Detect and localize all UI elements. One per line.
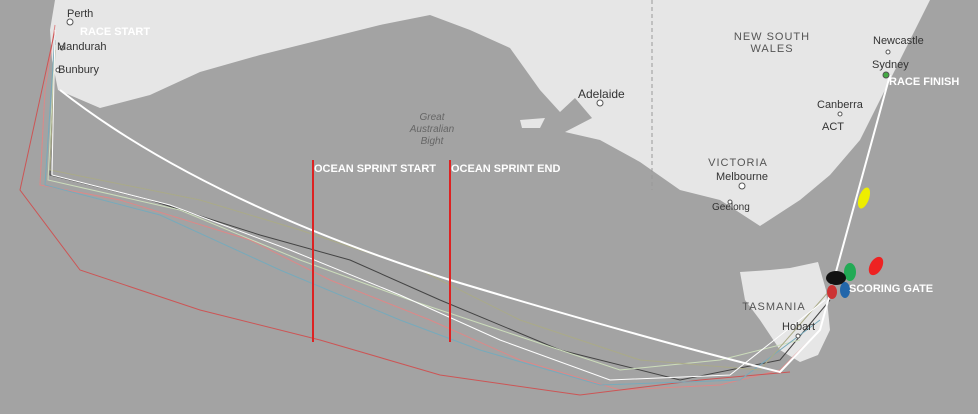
city-label: Adelaide [578, 87, 625, 101]
city-label: Perth [67, 8, 93, 20]
land [50, 0, 930, 362]
sprint-end-label: OCEAN SPRINT END [451, 163, 560, 175]
city-label: Canberra [817, 99, 864, 111]
region-label: WALES [750, 43, 793, 55]
race-finish-label: RACE FINISH [889, 76, 959, 88]
city-label: Geelong [712, 202, 750, 213]
city-label: Melbourne [716, 171, 768, 183]
water-label: Great [419, 112, 445, 123]
sprint-start-label: OCEAN SPRINT START [314, 163, 436, 175]
water-label: Bight [421, 136, 445, 147]
water-label: Australian [409, 124, 455, 135]
region-label: TASMANIA [742, 301, 805, 313]
region-label: VICTORIA [708, 157, 768, 169]
boats [826, 187, 884, 299]
city-label: ACT [822, 121, 844, 133]
city-label: Mandurah [57, 41, 107, 53]
city-label: Sydney [872, 59, 909, 71]
city-label: Newcastle [873, 35, 924, 47]
scoring-gate-label: SCORING GATE [849, 283, 933, 295]
race-start-label: RACE START [80, 26, 150, 38]
city-dots [55, 18, 891, 339]
city-label: Hobart [782, 321, 815, 333]
region-label: NEW SOUTH [734, 31, 810, 43]
city-label: Bunbury [58, 64, 99, 76]
